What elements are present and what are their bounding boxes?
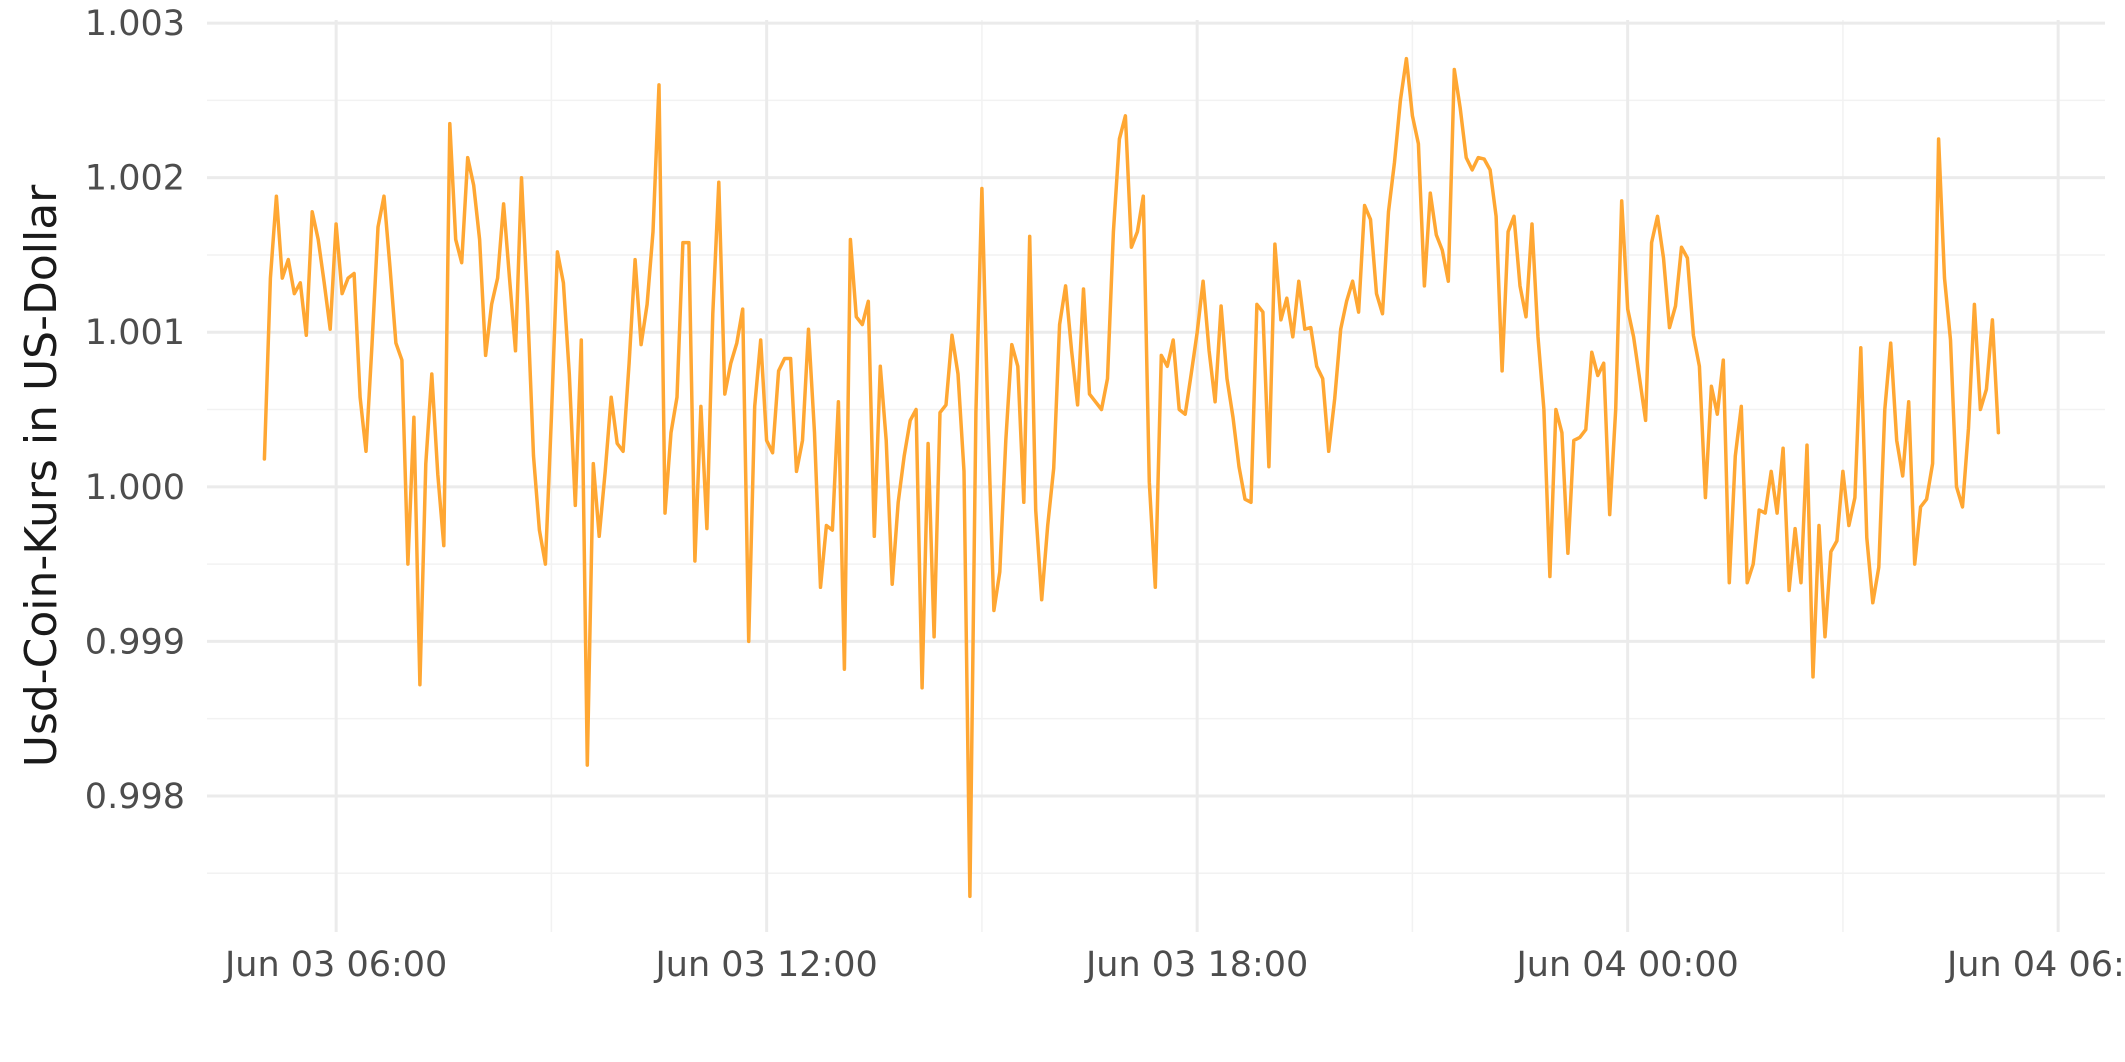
minor-gridlines	[207, 20, 2105, 932]
y-tick-label: 0.999	[85, 622, 185, 662]
y-tick-label: 1.001	[85, 313, 185, 353]
y-tick-label: 1.003	[85, 4, 185, 44]
x-tick-label: Jun 03 12:00	[653, 945, 877, 985]
y-tick-label: 1.000	[85, 468, 185, 508]
x-tick-label: Jun 04 00:00	[1514, 945, 1738, 985]
y-tick-label: 0.998	[85, 777, 185, 817]
major-gridlines	[207, 20, 2105, 932]
series-layer	[262, 56, 2001, 899]
y-axis-tick-labels: 0.998 0.999 1.000 1.001 1.002 1.003	[85, 4, 185, 817]
series-line	[262, 56, 2001, 899]
y-tick-label: 1.002	[85, 159, 185, 199]
x-tick-label: Jun 03 06:00	[223, 945, 447, 985]
x-tick-label: Jun 03 18:00	[1084, 945, 1308, 985]
y-axis-title: Usd-Coin-Kurs in US-Dollar	[16, 184, 67, 767]
x-axis-tick-labels: Jun 03 06:00 Jun 03 12:00 Jun 03 18:00 Jun …	[223, 945, 2125, 985]
x-tick-label: Jun 04 06:00	[1945, 945, 2125, 985]
